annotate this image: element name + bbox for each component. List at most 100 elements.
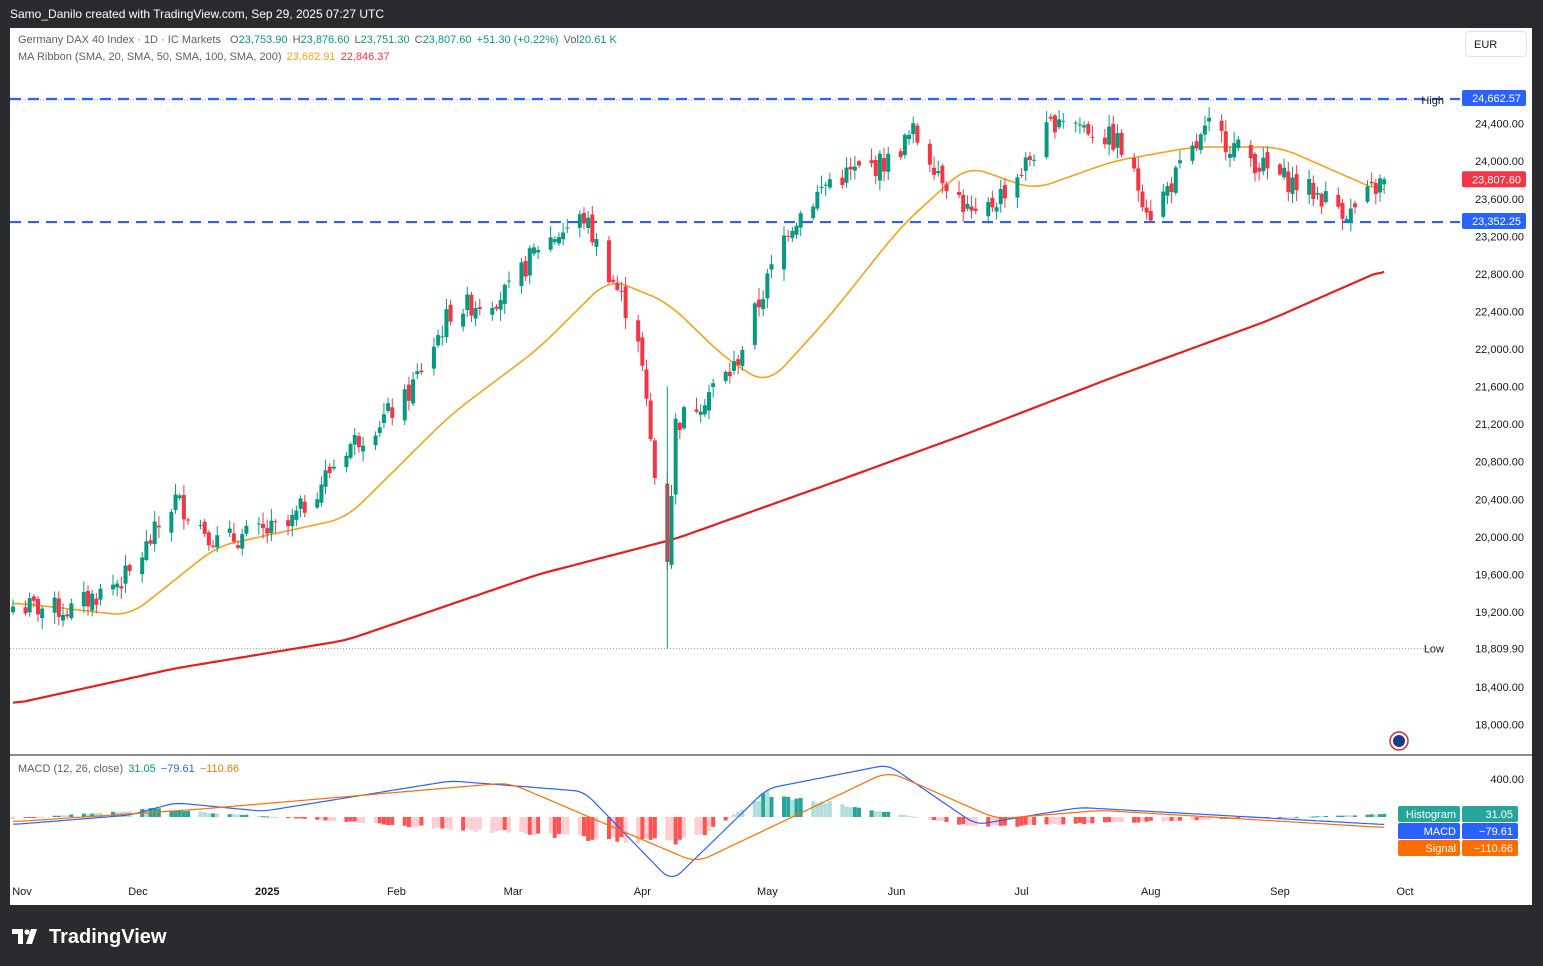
candle-body[interactable] (957, 191, 962, 196)
candle-body[interactable] (211, 545, 216, 547)
candle-body[interactable] (119, 586, 124, 589)
candle-body[interactable] (198, 524, 203, 526)
candle-body[interactable] (1048, 116, 1053, 119)
candle-body[interactable] (265, 528, 270, 534)
candle-body[interactable] (848, 166, 853, 170)
candle-body[interactable] (790, 230, 795, 238)
candle-body[interactable] (698, 411, 703, 415)
candle-body[interactable] (1107, 126, 1112, 145)
candle-body[interactable] (623, 286, 628, 319)
support-price-tag[interactable]: 23,352.25 (1462, 213, 1526, 230)
candle-body[interactable] (90, 593, 95, 611)
candle-body[interactable] (827, 179, 832, 188)
candle-body[interactable] (727, 371, 732, 377)
candle-body[interactable] (857, 161, 862, 166)
candle-body[interactable] (431, 346, 436, 369)
candle-body[interactable] (561, 232, 566, 240)
candle-body[interactable] (123, 565, 128, 584)
candle-body[interactable] (440, 336, 445, 338)
candle-body[interactable] (581, 212, 586, 224)
candle-body[interactable] (681, 407, 686, 429)
candle-body[interactable] (1319, 193, 1324, 207)
candle-body[interactable] (1202, 125, 1207, 135)
candle-body[interactable] (794, 225, 799, 235)
candle-body[interactable] (915, 125, 920, 143)
candle-body[interactable] (556, 237, 561, 244)
candle-body[interactable] (177, 495, 182, 499)
signal-line[interactable] (12, 773, 1385, 861)
candle-body[interactable] (611, 279, 616, 282)
candle-body[interactable] (186, 519, 191, 521)
candle-body[interactable] (844, 167, 849, 183)
candle-body[interactable] (990, 197, 995, 208)
candle-body[interactable] (1086, 123, 1091, 135)
candle-body[interactable] (961, 194, 966, 213)
candle-body[interactable] (969, 206, 974, 211)
candle-body[interactable] (636, 320, 641, 342)
candle-body[interactable] (590, 214, 595, 243)
candle-body[interactable] (331, 466, 336, 469)
candle-body[interactable] (1323, 191, 1328, 202)
candle-body[interactable] (986, 201, 991, 217)
candle-body[interactable] (61, 614, 66, 621)
candle-body[interactable] (711, 383, 716, 388)
timezone-globe-button[interactable] (1389, 731, 1409, 751)
candle-body[interactable] (81, 592, 86, 607)
candle-body[interactable] (1286, 171, 1291, 193)
candle-body[interactable] (523, 260, 528, 277)
candle-body[interactable] (1340, 203, 1345, 219)
candle-body[interactable] (907, 134, 912, 139)
candle-body[interactable] (411, 379, 416, 404)
macd-tag[interactable]: MACD −79.61 (1398, 823, 1518, 839)
candle-body[interactable] (1111, 124, 1116, 150)
candle-body[interactable] (1148, 211, 1153, 221)
candle-body[interactable] (761, 299, 766, 310)
chart-canvas[interactable]: 24,400.00 24,000.00 23,600.00 23,200.00 22,8… (10, 28, 1532, 905)
ma200-line[interactable] (12, 270, 1385, 704)
candle-body[interactable] (361, 445, 366, 452)
candle-body[interactable] (740, 350, 745, 367)
candle-body[interactable] (786, 235, 791, 237)
candle-body[interactable] (27, 598, 32, 613)
candle-body[interactable] (152, 521, 157, 545)
candle-body[interactable] (819, 186, 824, 189)
candle-body[interactable] (352, 435, 357, 445)
candle-body[interactable] (1161, 191, 1166, 217)
candle-body[interactable] (1223, 131, 1228, 153)
candle-body[interactable] (1057, 119, 1062, 128)
candle-body[interactable] (1261, 157, 1266, 172)
candle-body[interactable] (290, 514, 295, 527)
candle-body[interactable] (181, 495, 186, 520)
candle-body[interactable] (348, 444, 353, 458)
candle-body[interactable] (381, 414, 386, 423)
candle-body[interactable] (1232, 143, 1237, 158)
candle-body[interactable] (1044, 122, 1049, 158)
candle-body[interactable] (519, 262, 524, 287)
candle-body[interactable] (1369, 181, 1374, 184)
candle-body[interactable] (673, 418, 678, 495)
candle-body[interactable] (94, 598, 99, 605)
candle-body[interactable] (23, 607, 28, 614)
candle-body[interactable] (973, 208, 978, 211)
candle-body[interactable] (823, 184, 828, 186)
candle-body[interactable] (732, 361, 737, 371)
candle-body[interactable] (52, 597, 57, 613)
candle-body[interactable] (882, 157, 887, 172)
candle-body[interactable] (1227, 153, 1232, 158)
histogram-tag[interactable]: Histogram 31.05 (1398, 806, 1518, 822)
candle-body[interactable] (1061, 120, 1066, 122)
candle-body[interactable] (448, 304, 453, 322)
candle-body[interactable] (1027, 156, 1032, 160)
candle-body[interactable] (473, 308, 478, 319)
candle-body[interactable] (1382, 179, 1387, 185)
candle-body[interactable] (115, 583, 120, 588)
candle-body[interactable] (231, 533, 236, 542)
candle-body[interactable] (390, 407, 395, 418)
candle-body[interactable] (1294, 174, 1299, 191)
candle-body[interactable] (615, 282, 620, 290)
candle-body[interactable] (256, 523, 261, 525)
candle-body[interactable] (1173, 167, 1178, 193)
candle-body[interactable] (419, 370, 424, 373)
candle-body[interactable] (548, 237, 553, 250)
candle-body[interactable] (531, 247, 536, 254)
